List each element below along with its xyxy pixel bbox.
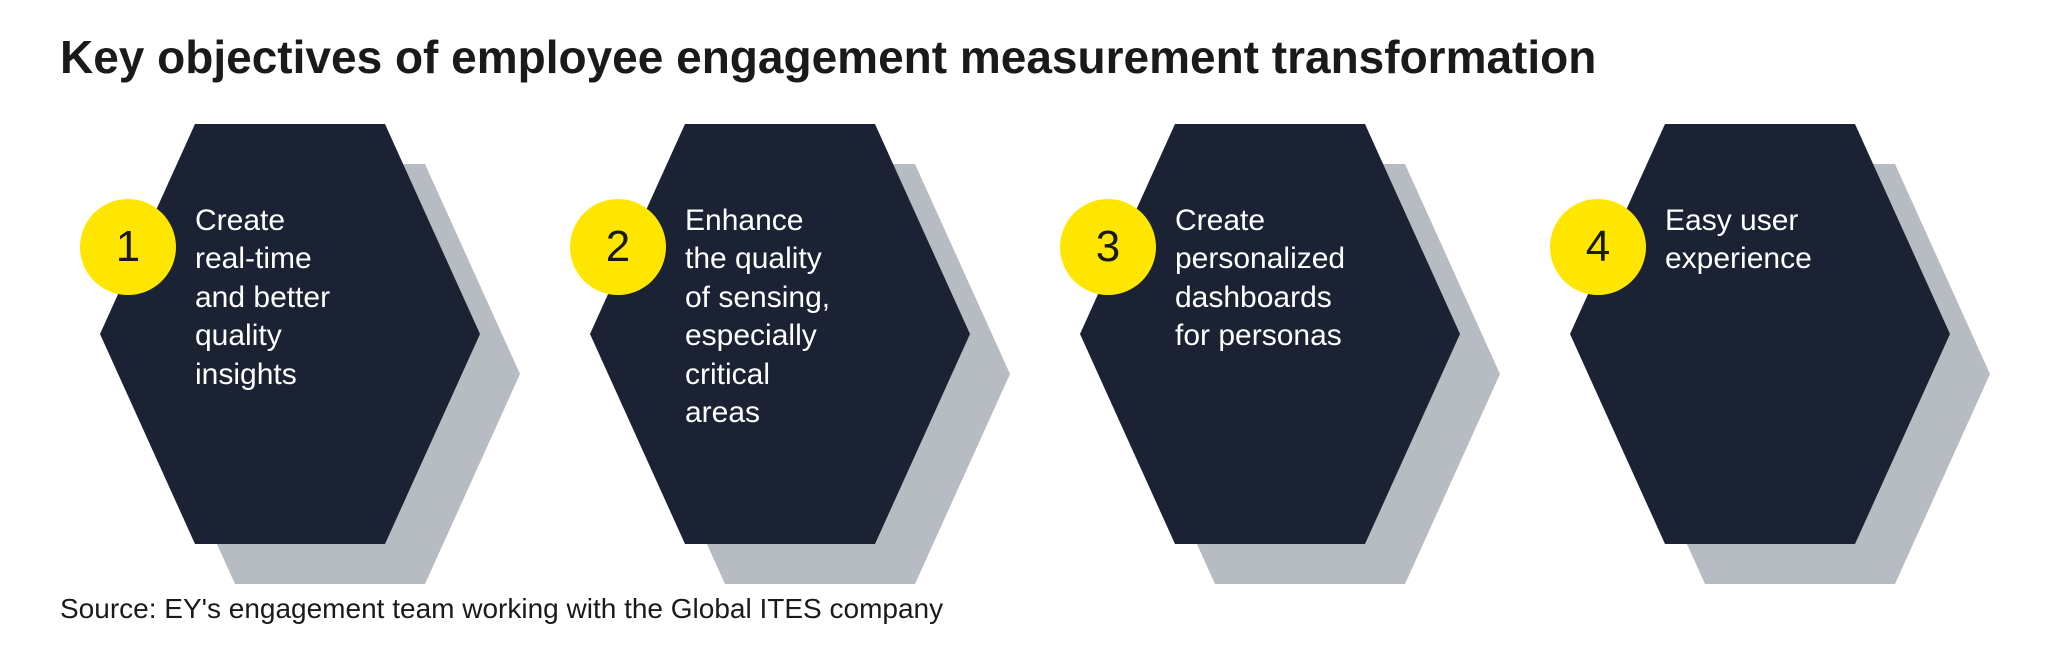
number-badge: 3 bbox=[1060, 199, 1156, 295]
hex-item-3: 3 Create personalized dashboards for per… bbox=[1080, 124, 1460, 544]
source-line: Source: EY's engagement team working wit… bbox=[60, 593, 943, 625]
badge-number: 3 bbox=[1096, 222, 1120, 272]
hex-text: Enhance the quality of sensing, especial… bbox=[685, 202, 895, 432]
hex-row: 1 Create real-time and better quality in… bbox=[100, 124, 1988, 544]
hex-text: Create real-time and better quality insi… bbox=[195, 202, 405, 394]
infographic-container: Key objectives of employee engagement me… bbox=[0, 0, 2048, 645]
page-title: Key objectives of employee engagement me… bbox=[60, 30, 1988, 84]
badge-number: 4 bbox=[1586, 222, 1610, 272]
number-badge: 2 bbox=[570, 199, 666, 295]
badge-number: 2 bbox=[606, 222, 630, 272]
hex-item-2: 2 Enhance the quality of sensing, especi… bbox=[590, 124, 970, 544]
hex-text: Create personalized dashboards for perso… bbox=[1175, 202, 1385, 356]
hex-item-4: 4 Easy user experience bbox=[1570, 124, 1950, 544]
number-badge: 4 bbox=[1550, 199, 1646, 295]
badge-number: 1 bbox=[116, 222, 140, 272]
number-badge: 1 bbox=[80, 199, 176, 295]
hex-item-1: 1 Create real-time and better quality in… bbox=[100, 124, 480, 544]
hex-text: Easy user experience bbox=[1665, 202, 1875, 279]
